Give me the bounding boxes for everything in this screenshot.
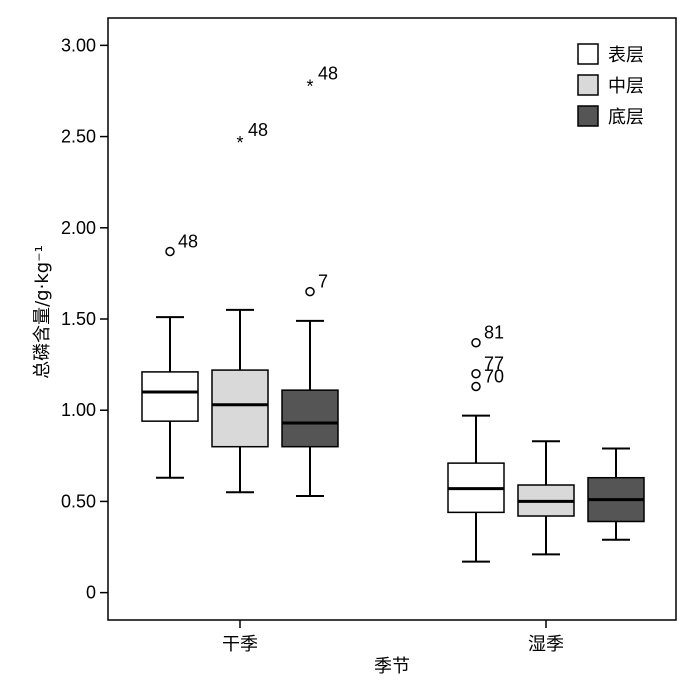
outlier-star: * [236, 133, 243, 153]
y-tick-label: 2.50 [61, 127, 96, 147]
legend-label: 表层 [608, 45, 644, 66]
y-tick-label: 1.50 [61, 309, 96, 329]
y-tick-label: 3.00 [61, 35, 96, 55]
outlier-star: * [306, 77, 313, 97]
outlier-circle [165, 246, 175, 257]
box-2-1 [587, 447, 645, 541]
box-1-1 [517, 440, 575, 556]
x-axis-title: 季节 [374, 656, 410, 677]
legend-swatch [577, 74, 599, 96]
outlier-label: 77 [484, 354, 504, 374]
legend-label: 中层 [608, 76, 644, 97]
outlier-label: 7 [318, 272, 328, 292]
box-body [141, 371, 199, 422]
y-tick-label: 0.50 [61, 491, 96, 511]
box-body [281, 389, 339, 448]
y-tick-label: 1.00 [61, 400, 96, 420]
outlier-label: 81 [484, 323, 504, 343]
x-tick-label: 干季 [222, 634, 258, 655]
box-1-0: *48 [211, 120, 269, 494]
x-tick-label: 湿季 [528, 634, 564, 655]
y-axis-title: 总磷含量/g·kg⁻¹ [32, 245, 53, 379]
y-tick-label: 0 [86, 583, 96, 603]
outlier-label: 70 [484, 366, 504, 386]
legend-swatch [577, 43, 599, 65]
outlier-circle [471, 337, 481, 348]
outlier-circle [471, 381, 481, 392]
outlier-label: 48 [248, 120, 268, 140]
y-ticks: 0 0.50 1.00 1.50 2.00 2.50 3.00 干季 湿季 [61, 35, 564, 655]
box-body [211, 369, 269, 448]
legend-label: 底层 [608, 107, 644, 128]
box-2-0: *48 7 [281, 64, 339, 497]
outlier-circle [471, 368, 481, 379]
legend-swatch [577, 105, 599, 127]
outlier-label: 48 [318, 64, 338, 84]
outlier-label: 48 [178, 232, 198, 252]
box-0-0: 48 [141, 232, 199, 479]
outlier-circle [305, 286, 315, 297]
y-tick-label: 2.00 [61, 218, 96, 238]
